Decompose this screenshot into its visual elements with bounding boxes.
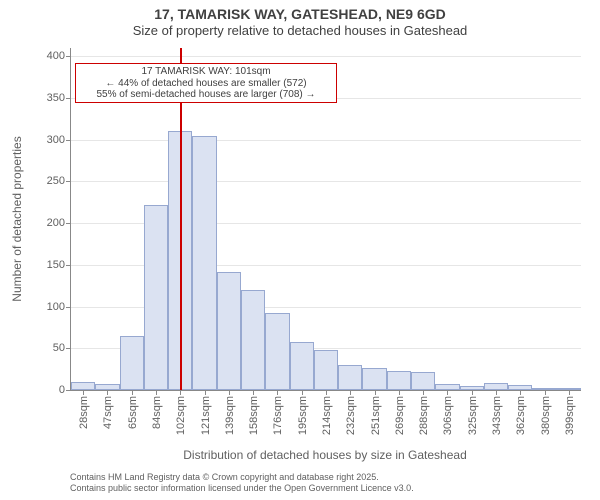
xtick-label: 176sqm	[270, 396, 284, 435]
page-subtitle: Size of property relative to detached ho…	[0, 23, 600, 39]
histogram-bar	[217, 272, 241, 390]
ytick-label: 0	[59, 384, 71, 396]
xtick-mark	[229, 390, 230, 395]
x-axis-label: Distribution of detached houses by size …	[183, 448, 467, 462]
histogram-bar	[120, 336, 144, 390]
xtick-mark	[180, 390, 181, 395]
histogram-bar	[192, 136, 216, 390]
histogram-bar	[290, 342, 314, 390]
xtick-label: 47sqm	[100, 396, 114, 429]
xtick-mark	[350, 390, 351, 395]
histogram-bar	[71, 382, 95, 390]
histogram-bar	[144, 205, 168, 390]
histogram-bar	[387, 371, 411, 390]
xtick-label: 84sqm	[149, 396, 163, 429]
xtick-label: 214sqm	[319, 396, 333, 435]
xtick-mark	[423, 390, 424, 395]
xtick-mark	[375, 390, 376, 395]
xtick-mark	[277, 390, 278, 395]
xtick-mark	[447, 390, 448, 395]
attribution-line-1: Contains HM Land Registry data © Crown c…	[70, 472, 414, 483]
xtick-label: 102sqm	[173, 396, 187, 435]
page-title: 17, TAMARISK WAY, GATESHEAD, NE9 6GD	[0, 0, 600, 23]
xtick-mark	[520, 390, 521, 395]
xtick-label: 28sqm	[76, 396, 90, 429]
attribution: Contains HM Land Registry data © Crown c…	[70, 472, 414, 494]
annotation-line: 55% of semi-detached houses are larger (…	[78, 89, 334, 101]
xtick-mark	[156, 390, 157, 395]
ytick-label: 300	[47, 134, 71, 146]
xtick-label: 362sqm	[513, 396, 527, 435]
ytick-label: 400	[47, 50, 71, 62]
gridline	[71, 140, 581, 141]
ytick-label: 50	[53, 342, 71, 354]
xtick-label: 325sqm	[465, 396, 479, 435]
xtick-mark	[132, 390, 133, 395]
xtick-label: 251sqm	[368, 396, 382, 435]
ytick-label: 100	[47, 301, 71, 313]
plot-area: 05010015020025030035040028sqm47sqm65sqm8…	[70, 48, 581, 391]
xtick-label: 269sqm	[392, 396, 406, 435]
histogram-bar	[314, 350, 338, 390]
ytick-label: 350	[47, 92, 71, 104]
histogram-bar	[484, 383, 508, 390]
xtick-label: 139sqm	[222, 396, 236, 435]
xtick-label: 121sqm	[198, 396, 212, 435]
xtick-label: 343sqm	[489, 396, 503, 435]
histogram-bar	[241, 290, 265, 390]
xtick-label: 288sqm	[416, 396, 430, 435]
xtick-mark	[83, 390, 84, 395]
xtick-label: 232sqm	[343, 396, 357, 435]
xtick-label: 65sqm	[125, 396, 139, 429]
xtick-mark	[496, 390, 497, 395]
histogram-bar	[338, 365, 362, 390]
xtick-mark	[205, 390, 206, 395]
xtick-mark	[302, 390, 303, 395]
ytick-label: 250	[47, 175, 71, 187]
ytick-label: 200	[47, 217, 71, 229]
xtick-mark	[472, 390, 473, 395]
annotation-box: 17 TAMARISK WAY: 101sqm← 44% of detached…	[75, 63, 337, 103]
xtick-mark	[326, 390, 327, 395]
xtick-mark	[253, 390, 254, 395]
xtick-mark	[545, 390, 546, 395]
histogram-bar	[265, 313, 289, 390]
annotation-line: ← 44% of detached houses are smaller (57…	[78, 78, 334, 90]
xtick-label: 195sqm	[295, 396, 309, 435]
xtick-label: 380sqm	[538, 396, 552, 435]
xtick-mark	[399, 390, 400, 395]
histogram-bar	[362, 368, 386, 390]
histogram-bar	[411, 372, 435, 390]
xtick-mark	[569, 390, 570, 395]
annotation-line: 17 TAMARISK WAY: 101sqm	[78, 66, 334, 78]
xtick-label: 306sqm	[440, 396, 454, 435]
y-axis-label: Number of detached properties	[10, 136, 24, 301]
gridline	[71, 181, 581, 182]
histogram-chart: 05010015020025030035040028sqm47sqm65sqm8…	[70, 48, 580, 390]
xtick-label: 399sqm	[562, 396, 576, 435]
attribution-line-2: Contains public sector information licen…	[70, 483, 414, 494]
xtick-label: 158sqm	[246, 396, 260, 435]
xtick-mark	[107, 390, 108, 395]
ytick-label: 150	[47, 259, 71, 271]
gridline	[71, 56, 581, 57]
